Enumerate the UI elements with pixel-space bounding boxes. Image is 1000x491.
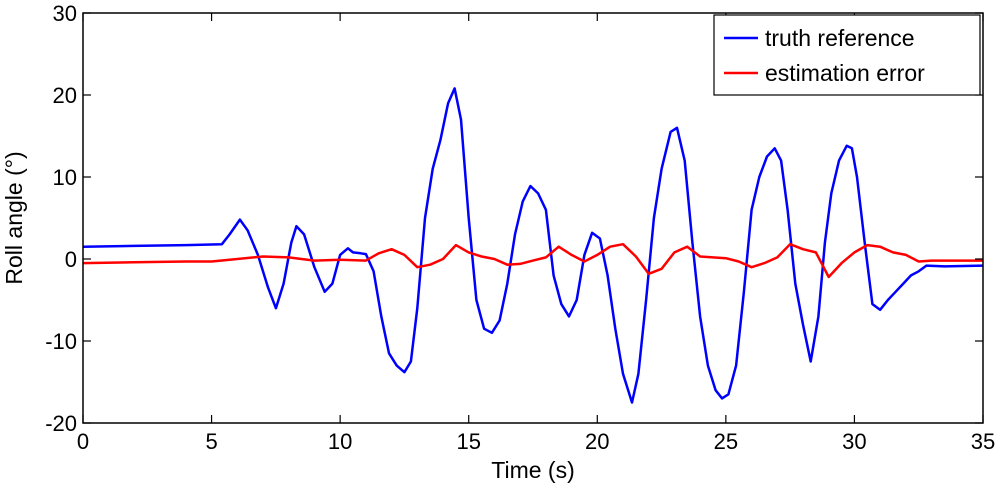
- legend-label-estimation-error: estimation error: [765, 60, 925, 86]
- y-tick-label: -20: [45, 411, 77, 436]
- x-tick-label: 0: [77, 429, 89, 454]
- y-tick-label: 10: [53, 165, 77, 190]
- x-tick-label: 30: [842, 429, 866, 454]
- legend-label-truth-reference: truth reference: [765, 25, 915, 51]
- x-tick-label: 20: [585, 429, 609, 454]
- series-line-estimation-error: [82, 242, 983, 279]
- y-axis-label: Roll angle (°): [1, 151, 27, 284]
- legend: truth reference estimation error: [713, 14, 981, 96]
- legend-box: [713, 14, 981, 96]
- x-tick-label: 5: [205, 429, 217, 454]
- y-tick-label: 30: [53, 1, 77, 26]
- y-tick-label: 0: [65, 247, 77, 272]
- y-tick-label: 20: [53, 83, 77, 108]
- plot-frame: [82, 12, 984, 424]
- x-tick-label: 15: [456, 429, 480, 454]
- x-tick-label: 25: [714, 429, 738, 454]
- x-tick-label: 10: [328, 429, 352, 454]
- y-tick-label: -10: [45, 329, 77, 354]
- ticks-layer: 0 5 10 15 20 25 30 35 -20 -10 0 10 20 30: [45, 1, 995, 454]
- x-tick-label: 35: [971, 429, 995, 454]
- x-axis-label: Time (s): [491, 457, 574, 483]
- series-layer: [82, 87, 984, 404]
